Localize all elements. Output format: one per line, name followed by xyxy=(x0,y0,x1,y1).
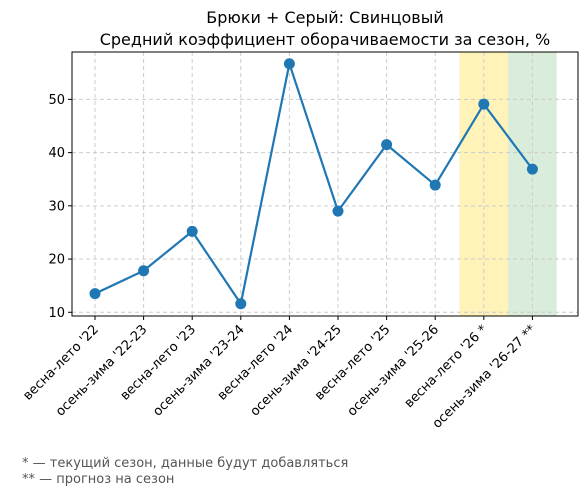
y-tick-label: 30 xyxy=(48,199,65,214)
series-line xyxy=(94,62,534,305)
x-tick-label: осень-зима '22-23 xyxy=(53,322,150,419)
y-tick-label: 10 xyxy=(48,306,65,321)
data-point xyxy=(283,58,295,70)
y-tick-label: 20 xyxy=(48,253,65,268)
footnote-current-season: * — текущий сезон, данные будут добавлят… xyxy=(22,456,349,471)
y-tick-label: 40 xyxy=(48,146,65,161)
data-point xyxy=(381,139,393,151)
data-point xyxy=(89,288,101,300)
x-tick-label: весна-лето '26 * xyxy=(402,322,491,411)
data-point xyxy=(526,163,538,175)
data-point xyxy=(186,225,198,237)
data-point xyxy=(235,298,247,310)
y-tick-label: 50 xyxy=(48,93,65,108)
x-tick-label: осень-зима '24-25 xyxy=(248,322,345,419)
x-tick-label: осень-зима '23-24 xyxy=(150,322,247,419)
plot-frame xyxy=(71,51,579,317)
data-point xyxy=(332,205,344,217)
chart-subtitle: Средний коэффициент оборачиваемости за с… xyxy=(99,30,551,49)
chart-title: Брюки + Серый: Свинцовый xyxy=(206,8,444,27)
data-point xyxy=(429,179,441,191)
data-point xyxy=(138,265,150,277)
data-point xyxy=(478,98,490,110)
footnote-forecast: ** — прогноз на сезон xyxy=(22,472,175,487)
x-tick-label: осень-зима '25-26 xyxy=(345,322,442,419)
